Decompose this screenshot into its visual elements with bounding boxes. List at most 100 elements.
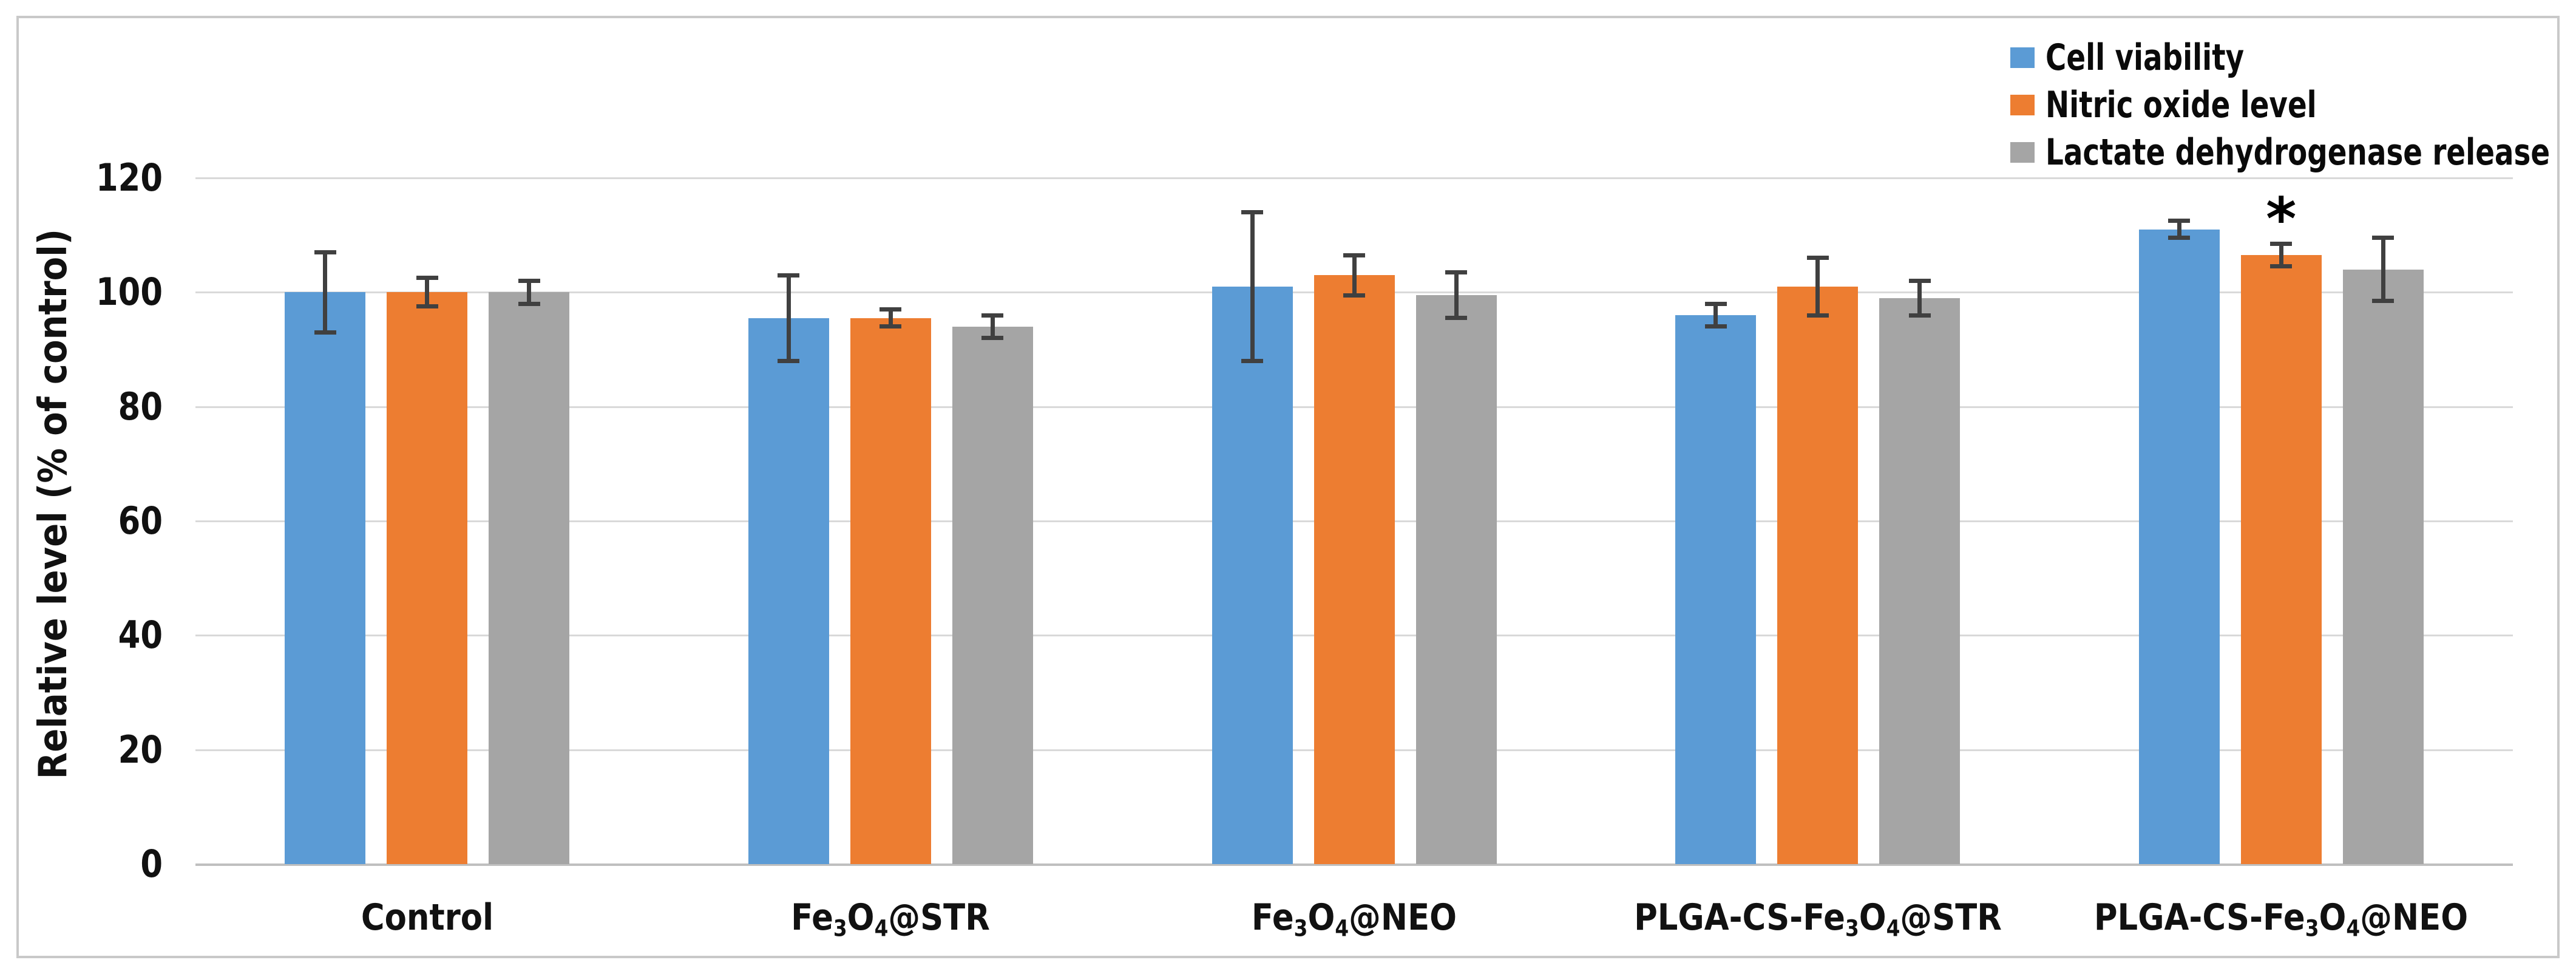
error-bar-cap-top <box>880 307 902 312</box>
error-bar <box>786 275 791 361</box>
bar <box>285 292 366 864</box>
error-bar-cap-bottom <box>981 336 1004 341</box>
error-bar <box>2381 237 2385 301</box>
error-bar <box>1250 212 1255 361</box>
error-bar <box>2177 220 2181 238</box>
error-bar-cap-top <box>981 313 1004 318</box>
error-bar-cap-top <box>314 250 336 254</box>
error-bar-cap-bottom <box>2372 298 2395 303</box>
error-bar-cap-bottom <box>1241 358 1263 363</box>
x-axis-label-text: @STR <box>1900 896 2002 939</box>
error-bar-cap-bottom <box>880 324 902 329</box>
error-bar <box>323 252 328 333</box>
error-bar-cap-top <box>1445 270 1467 274</box>
error-bar-cap-top <box>518 279 540 283</box>
x-axis-label-subscript: 4 <box>1335 914 1349 942</box>
error-bar-cap-top <box>1908 279 1931 283</box>
legend-swatch-icon <box>2010 95 2035 115</box>
error-bar <box>1713 304 1718 327</box>
bar <box>1212 286 1293 864</box>
x-axis-line <box>195 863 2513 866</box>
bar <box>1313 275 1395 864</box>
error-bar <box>1917 281 1922 315</box>
bar <box>489 292 570 864</box>
error-bar-cap-top <box>2168 219 2191 223</box>
error-bar-cap-bottom <box>416 304 438 309</box>
error-bar-cap-bottom <box>1445 316 1467 321</box>
error-bar-cap-top <box>1241 210 1263 214</box>
legend-item-label: Cell viability <box>2046 36 2245 79</box>
bar <box>748 318 829 864</box>
x-axis-label: Control <box>361 897 493 938</box>
legend-item: Lactate dehydrogenase release <box>2010 129 2576 176</box>
error-bar <box>1454 272 1459 318</box>
x-axis-label: PLGA-CS-Fe3O4@NEO <box>2094 897 2468 941</box>
x-axis-label-subscript: 3 <box>1845 914 1859 942</box>
y-tick-label: 60 <box>118 499 163 543</box>
x-axis-label-subscript: 3 <box>1293 914 1308 942</box>
x-axis-label-text: O <box>847 896 875 939</box>
y-tick-label: 100 <box>95 270 163 315</box>
bar <box>850 318 931 864</box>
error-bar-cap-top <box>1704 301 1727 306</box>
legend-item: Nitric oxide level <box>2010 81 2576 129</box>
error-bar-cap-bottom <box>1343 293 1365 298</box>
error-bar <box>2279 244 2283 267</box>
error-bar-cap-top <box>2270 241 2293 246</box>
bar <box>2138 229 2220 864</box>
x-axis-label-text: PLGA-CS-Fe <box>1633 896 1845 939</box>
gridline <box>195 177 2513 179</box>
y-tick-label: 120 <box>95 155 163 200</box>
error-bar-cap-bottom <box>778 358 800 363</box>
error-bar-cap-top <box>416 276 438 281</box>
error-bar-cap-top <box>1806 256 1829 261</box>
bar <box>2240 255 2322 864</box>
y-tick-label: 20 <box>118 727 163 772</box>
error-bar <box>527 281 532 304</box>
legend-swatch-icon <box>2010 47 2035 68</box>
x-axis-label-text: Control <box>361 896 493 939</box>
x-axis-label: Fe3O4@NEO <box>1252 897 1457 941</box>
x-axis-label-text: @NEO <box>1349 896 1457 939</box>
x-axis-label: Fe3O4@STR <box>791 897 991 941</box>
x-axis-label: PLGA-CS-Fe3O4@STR <box>1634 897 2002 941</box>
bar <box>2342 269 2424 864</box>
y-tick-label: 40 <box>118 613 163 658</box>
bar <box>952 326 1033 864</box>
error-bar-cap-bottom <box>1908 313 1931 318</box>
x-axis-label-subscript: 4 <box>874 914 889 942</box>
x-axis-label-text: PLGA-CS-Fe <box>2094 896 2305 939</box>
x-axis-label-text: Fe <box>1251 896 1294 939</box>
x-axis-label-subscript: 4 <box>1886 914 1900 942</box>
error-bar <box>1815 257 1820 315</box>
error-bar-cap-bottom <box>314 330 336 335</box>
error-bar <box>425 278 430 307</box>
x-axis-label-subscript: 4 <box>2346 914 2361 942</box>
error-bar-cap-top <box>1343 253 1365 257</box>
legend-item-label: Nitric oxide level <box>2046 84 2317 126</box>
x-axis-label-text: Fe <box>791 896 834 939</box>
error-bar-cap-bottom <box>2168 236 2191 240</box>
x-axis-label-subscript: 3 <box>2305 914 2319 942</box>
error-bar-cap-top <box>778 273 800 278</box>
bar <box>1415 295 1497 864</box>
bar <box>1879 298 1961 864</box>
bar <box>1777 286 1859 864</box>
error-bar <box>888 309 893 327</box>
legend-item: Cell viability <box>2010 34 2576 81</box>
legend-swatch-icon <box>2010 142 2035 163</box>
error-bar <box>990 315 995 338</box>
error-bar <box>1352 255 1357 296</box>
error-bar-cap-bottom <box>1704 324 1727 329</box>
x-axis-label-text: O <box>1859 896 1886 939</box>
x-axis-label-text: O <box>2319 896 2347 939</box>
significance-asterisk: * <box>2266 185 2297 254</box>
error-bar-cap-top <box>2372 236 2395 240</box>
error-bar-cap-bottom <box>2270 264 2293 269</box>
bar <box>1675 315 1757 864</box>
error-bar-cap-bottom <box>1806 313 1829 318</box>
x-axis-label-text: @STR <box>888 896 991 939</box>
legend: Cell viability Nitric oxide level Lactate … <box>2010 34 2576 176</box>
